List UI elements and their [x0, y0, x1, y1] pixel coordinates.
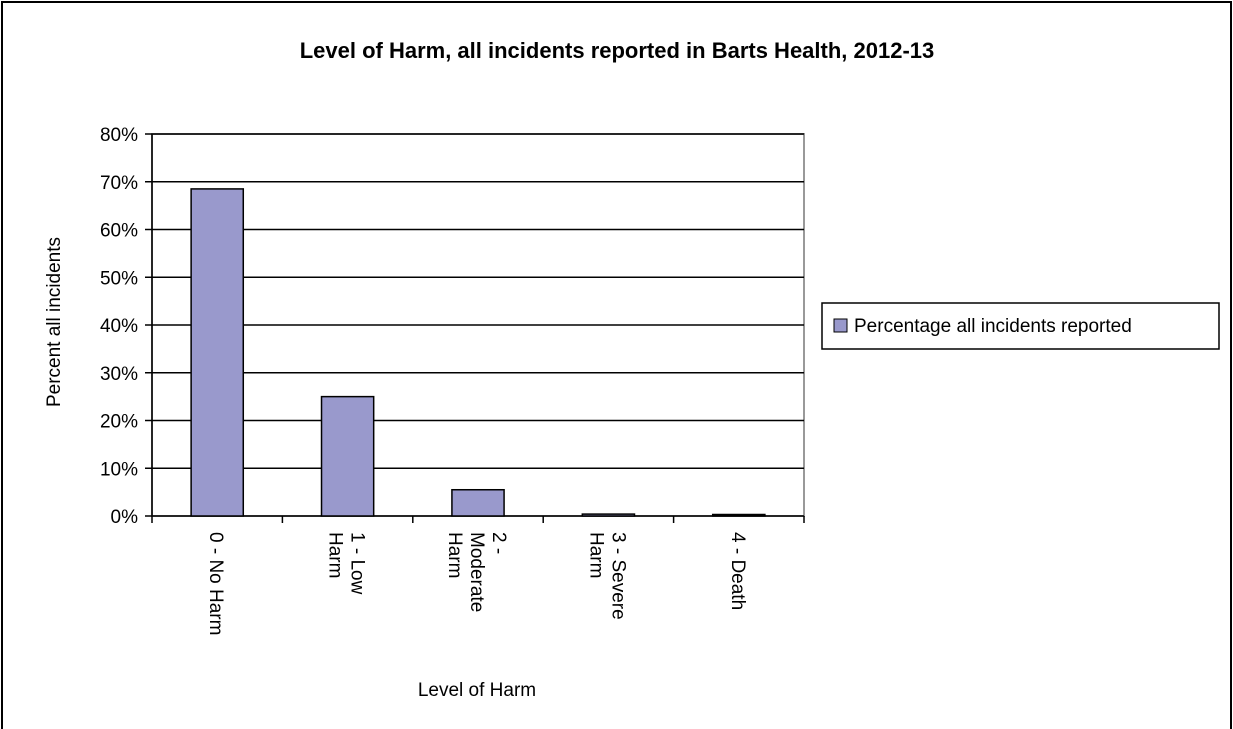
plot-area: 0% 10% 20% 30% 40% 50% 60% 70% 80% 0 - No Harm 1 -… [100, 125, 805, 635]
x-tick-label-line: Harm [585, 532, 606, 578]
x-tick-label-line: 3 - Severe [607, 532, 628, 620]
legend-box [821, 302, 1220, 350]
x-tick-label: 4 - Death [727, 532, 748, 610]
y-tick-label: 40% [100, 316, 138, 337]
y-tick-label: 80% [100, 125, 138, 146]
bar [320, 395, 375, 517]
y-tick-label: 60% [100, 221, 138, 242]
y-tick-label: 50% [100, 268, 138, 289]
legend-swatch [833, 318, 848, 333]
y-tick-label: 20% [100, 412, 138, 433]
bar [581, 513, 636, 517]
x-tick-label: 1 - LowHarm [325, 532, 368, 595]
y-tick-label: 70% [100, 173, 138, 194]
x-tick-label-line: Harm [444, 532, 465, 578]
bar [451, 488, 505, 517]
y-tick-label: 30% [100, 364, 138, 385]
chart-title: Level of Harm, all incidents reported in… [300, 38, 935, 63]
y-tick-label: 0% [111, 507, 139, 528]
x-tick-label-line: 2 - [488, 532, 509, 554]
legend-label: Percentage all incidents reported [854, 316, 1132, 337]
x-tick-label-line: 4 - Death [727, 532, 748, 610]
x-tick-label: 3 - SevereHarm [585, 532, 628, 620]
x-tick-label: 2 -ModerateHarm [444, 532, 509, 612]
x-tick-label-line: 1 - Low [347, 532, 368, 595]
x-tick-label: 0 - No Harm [205, 532, 226, 635]
legend: Percentage all incidents reported [821, 302, 1220, 350]
x-axis-label: Level of Harm [418, 680, 536, 701]
bar [711, 513, 766, 517]
x-tick-label-line: 0 - No Harm [205, 532, 226, 635]
y-tick-label: 10% [100, 459, 138, 480]
x-tick-label-line: Moderate [466, 532, 487, 612]
x-tick-label-line: Harm [325, 532, 346, 578]
y-axis-label: Percent all incidents [44, 237, 65, 407]
bar [190, 188, 245, 517]
